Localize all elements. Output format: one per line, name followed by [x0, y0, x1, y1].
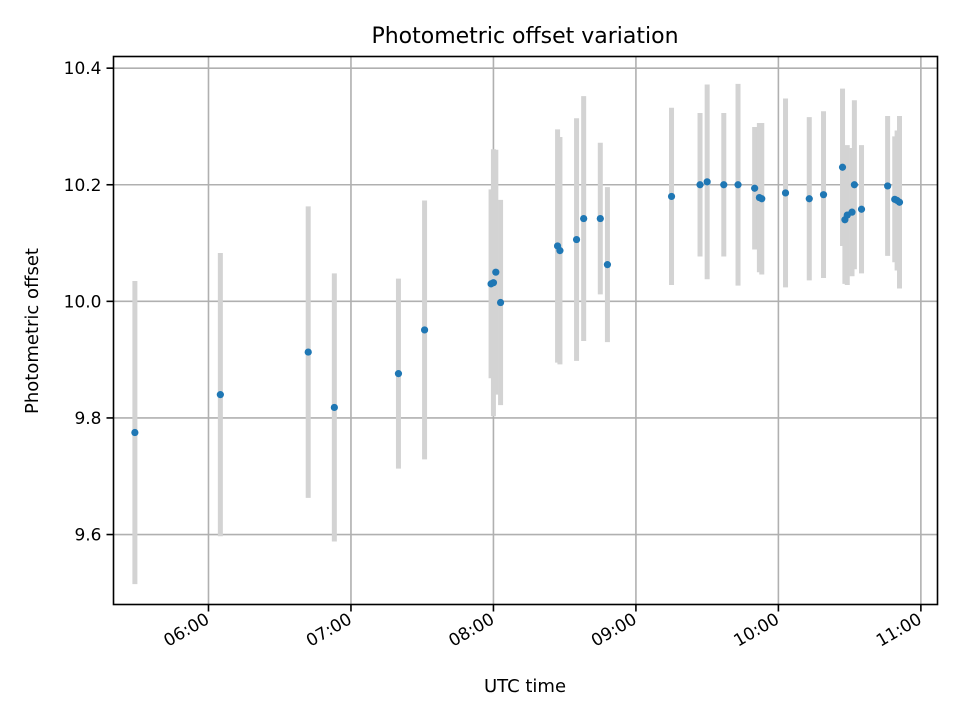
y-tick-label: 9.8: [74, 409, 101, 429]
data-point: [556, 247, 564, 255]
data-point: [304, 348, 312, 356]
x-tick-label: 10:00: [730, 610, 782, 652]
data-point: [895, 198, 904, 206]
data-point: [131, 428, 139, 437]
data-point: [420, 326, 429, 334]
data-point: [603, 261, 612, 269]
data-point: [781, 189, 790, 197]
data-point: [720, 181, 728, 189]
y-tick-label: 9.6: [74, 526, 101, 546]
data-point: [838, 163, 847, 171]
error-bars: [132, 83, 903, 585]
data-point: [330, 403, 338, 412]
data-point: [394, 370, 403, 378]
data-point: [696, 181, 704, 189]
data-point: [734, 181, 742, 189]
data-point: [884, 182, 892, 190]
data-point: [216, 391, 224, 399]
grid-lines: [113, 56, 938, 605]
data-points: [131, 163, 904, 437]
data-point: [496, 298, 505, 307]
data-point: [667, 192, 676, 201]
x-axis-label: UTC time: [484, 676, 566, 697]
data-point: [492, 268, 500, 276]
chart-title: Photometric offset variation: [371, 24, 678, 49]
data-point: [572, 235, 581, 244]
data-point: [596, 214, 604, 223]
data-point: [819, 191, 828, 199]
data-point: [805, 195, 813, 203]
y-axis-ticks: 9.6 9.8 10.0 10.2 10.4: [64, 59, 114, 546]
data-point: [857, 205, 866, 213]
data-point: [850, 181, 858, 189]
x-tick-label: 11:00: [873, 610, 925, 652]
plot-frame: [112, 55, 939, 606]
y-tick-label: 10.0: [64, 292, 102, 312]
x-tick-label: 06:00: [161, 610, 213, 652]
y-tick-label: 10.4: [64, 59, 102, 79]
y-tick-label: 10.2: [64, 176, 102, 196]
x-axis-ticks: 06:00 07:00 08:00 09:00 10:00 11:00: [161, 604, 925, 652]
x-tick-label: 09:00: [588, 610, 640, 652]
data-point: [489, 279, 498, 287]
data-point: [751, 184, 759, 192]
data-point: [703, 178, 711, 186]
x-tick-label: 08:00: [446, 610, 498, 652]
data-point: [580, 214, 588, 223]
data-point: [848, 208, 856, 216]
y-axis-label: Photometric offset: [22, 248, 43, 414]
x-tick-label: 07:00: [303, 610, 355, 652]
data-point: [758, 195, 766, 203]
